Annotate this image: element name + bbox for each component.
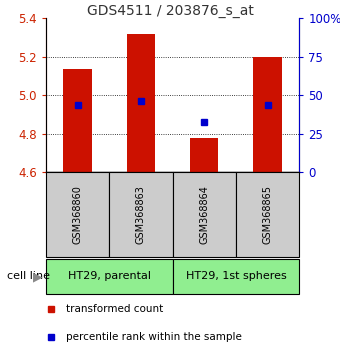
Bar — [173, 259, 299, 293]
Text: GSM368865: GSM368865 — [262, 185, 273, 245]
Text: GDS4511 / 203876_s_at: GDS4511 / 203876_s_at — [87, 4, 253, 18]
Bar — [63, 69, 92, 172]
Text: GSM368864: GSM368864 — [199, 185, 209, 244]
Text: transformed count: transformed count — [66, 304, 164, 314]
Text: ▶: ▶ — [33, 270, 42, 283]
Bar — [190, 138, 219, 172]
Bar — [109, 172, 172, 257]
Text: HT29, 1st spheres: HT29, 1st spheres — [186, 272, 286, 281]
Bar — [46, 259, 173, 293]
Bar — [173, 172, 236, 257]
Bar — [253, 57, 282, 172]
Bar — [126, 34, 155, 172]
Text: cell line: cell line — [7, 272, 50, 281]
Text: GSM368863: GSM368863 — [136, 185, 146, 244]
Text: GSM368860: GSM368860 — [72, 185, 83, 244]
Text: percentile rank within the sample: percentile rank within the sample — [66, 332, 242, 342]
Text: HT29, parental: HT29, parental — [68, 272, 151, 281]
Bar — [46, 172, 109, 257]
Bar — [236, 172, 299, 257]
